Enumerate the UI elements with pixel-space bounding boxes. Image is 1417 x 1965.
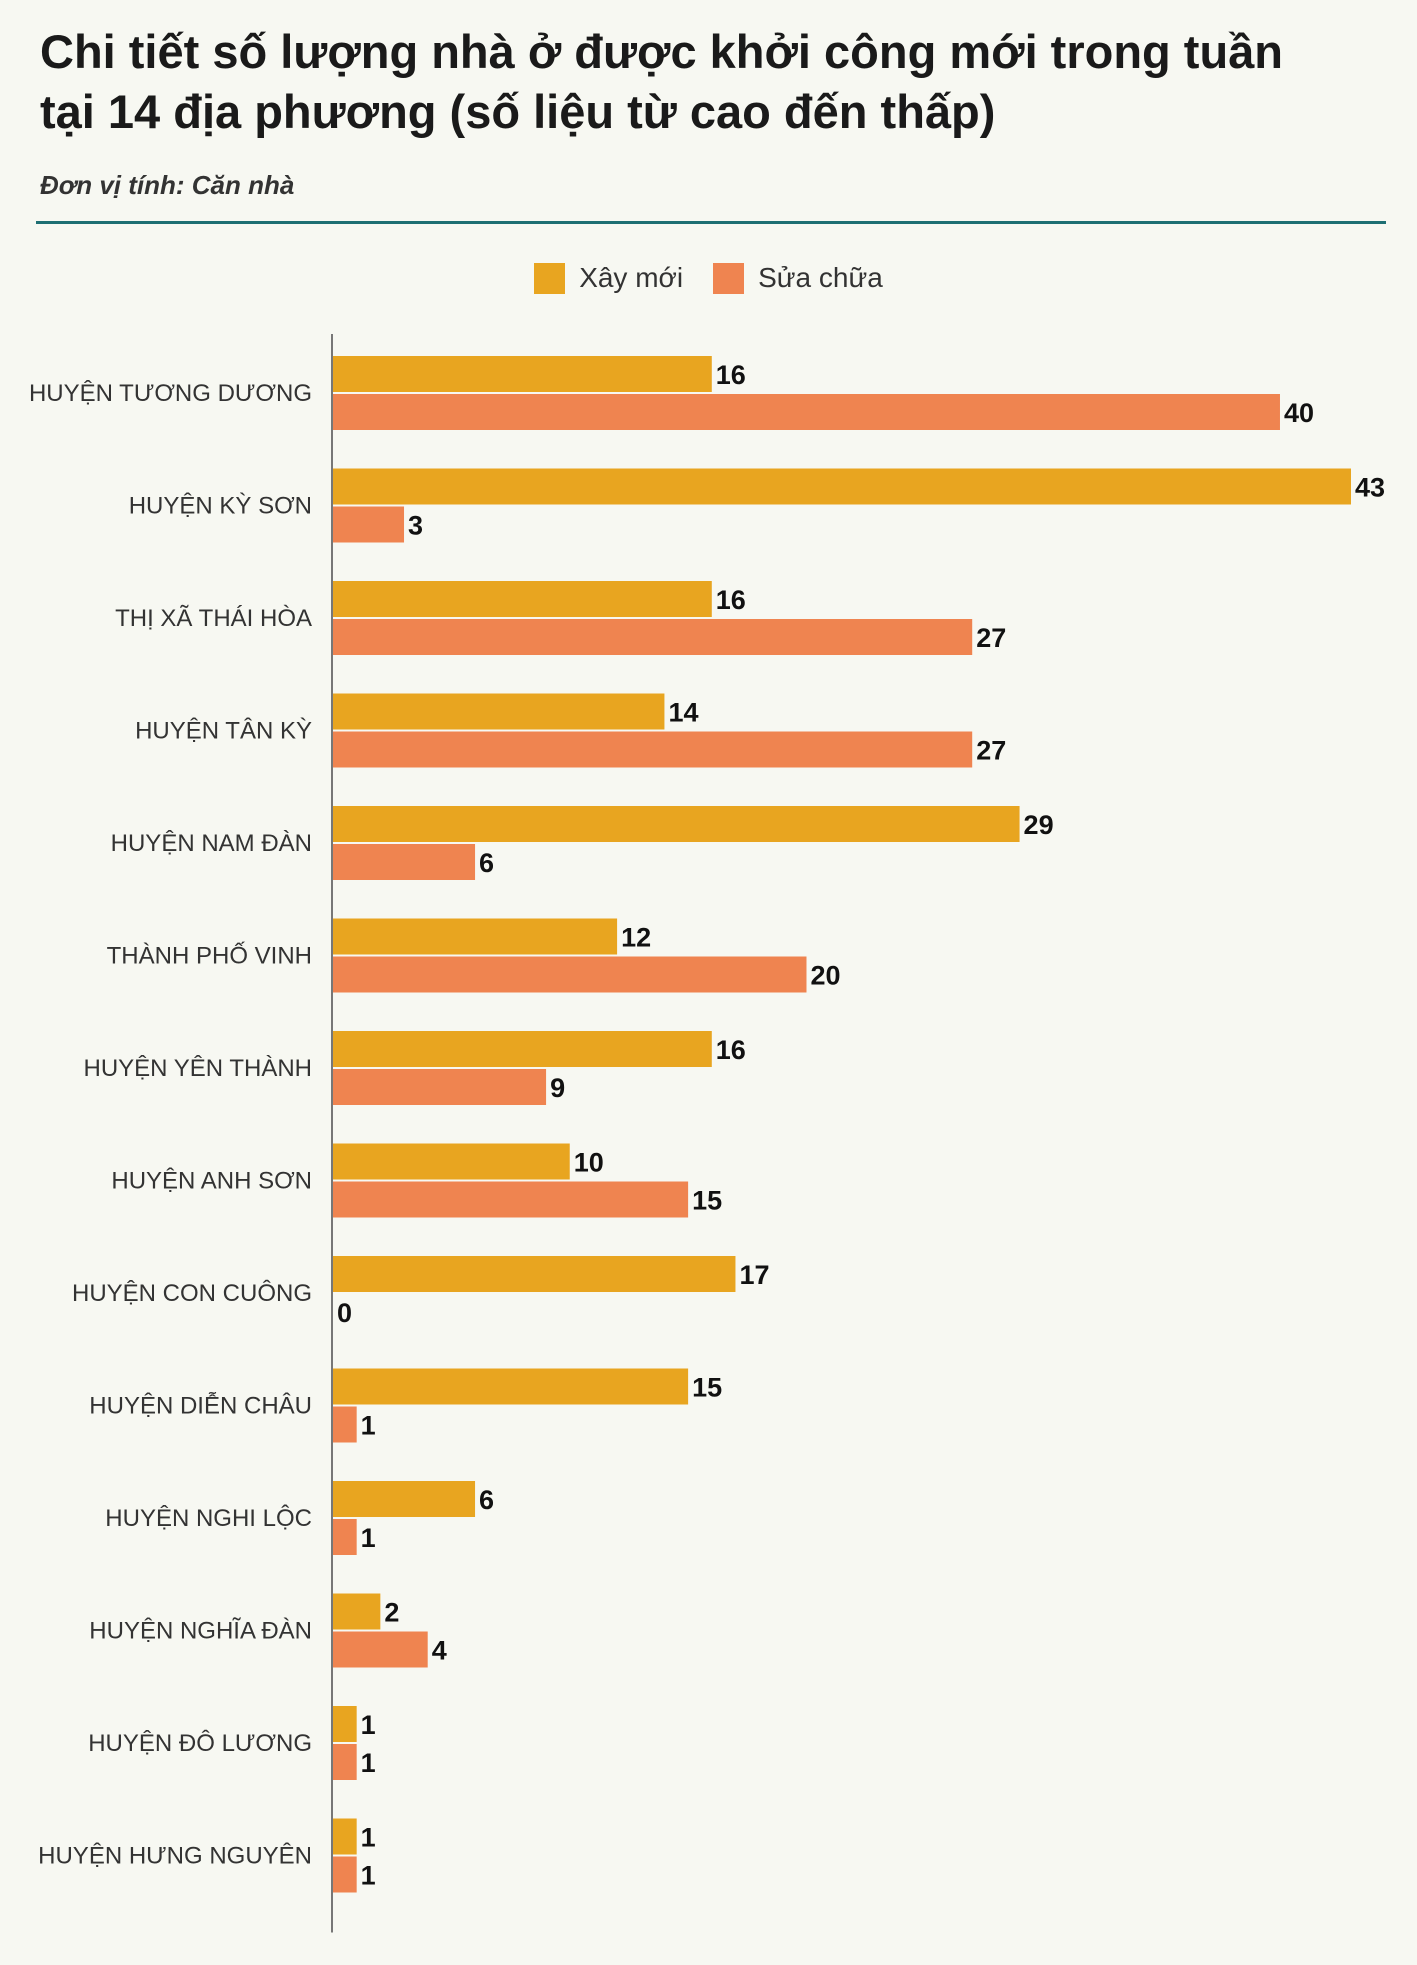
category-label: THÀNH PHỐ VINH <box>107 942 312 970</box>
bar-new <box>333 918 618 955</box>
data-label: 1 <box>361 1411 376 1441</box>
bar-new <box>333 1256 736 1292</box>
category-label: HUYỆN ANH SƠN <box>111 1168 312 1195</box>
bar-repair <box>333 1181 689 1218</box>
title-divider <box>36 221 1386 224</box>
category-label: HUYỆN NGHI LỘC <box>105 1504 312 1532</box>
legend-item-new: Xây mới <box>534 262 683 294</box>
category-label: HUYỆN DIỄN CHÂU <box>89 1391 312 1420</box>
bar-new <box>333 1481 476 1517</box>
data-label: 9 <box>550 1073 565 1103</box>
legend-item-repair: Sửa chữa <box>713 262 883 294</box>
data-label: 12 <box>621 923 651 953</box>
data-label: 1 <box>361 1710 376 1740</box>
data-label: 14 <box>668 698 698 728</box>
data-label: 20 <box>810 961 840 991</box>
bar-repair <box>333 394 1280 430</box>
legend-swatch-new <box>534 262 566 294</box>
bar-repair <box>333 844 476 880</box>
category-label: HUYỆN TÂN KỲ <box>135 718 312 745</box>
chart-title-line-2: tại 14 địa phương (số liệu từ cao đến th… <box>40 85 996 138</box>
data-label: 27 <box>976 736 1006 766</box>
data-label: 4 <box>432 1636 447 1666</box>
data-label: 15 <box>692 1186 722 1216</box>
data-label: 10 <box>574 1148 604 1178</box>
bar-new <box>333 468 1351 505</box>
bar-repair <box>333 1744 357 1780</box>
bar-new <box>333 693 665 730</box>
bar-new <box>333 581 712 617</box>
legend-swatch-repair <box>713 262 745 294</box>
data-label: 1 <box>361 1861 376 1891</box>
bar-new <box>333 1706 357 1742</box>
data-label: 1 <box>361 1748 376 1778</box>
bar-repair <box>333 619 973 655</box>
data-label: 16 <box>716 1035 746 1065</box>
data-label: 17 <box>739 1260 769 1290</box>
bar-repair <box>333 1519 357 1555</box>
data-label: 3 <box>408 511 423 541</box>
data-label: 6 <box>479 848 494 878</box>
category-label: THỊ XÃ THÁI HÒA <box>115 605 312 632</box>
data-label: 15 <box>692 1373 722 1403</box>
bar-new <box>333 806 1020 842</box>
bar-new <box>333 356 712 392</box>
legend-label-repair: Sửa chữa <box>758 262 883 293</box>
data-label: 1 <box>361 1823 376 1853</box>
bar-new <box>333 1143 570 1180</box>
data-label: 6 <box>479 1485 494 1515</box>
category-label: HUYỆN HƯNG NGUYÊN <box>38 1843 312 1870</box>
data-label: 40 <box>1284 398 1314 428</box>
bar-new <box>333 1368 689 1405</box>
legend-label-new: Xây mới <box>579 262 684 293</box>
data-label: 16 <box>716 585 746 615</box>
data-label: 27 <box>976 623 1006 653</box>
category-label: HUYỆN NAM ĐÀN <box>111 830 312 857</box>
data-label: 29 <box>1024 810 1054 840</box>
data-label: 16 <box>716 360 746 390</box>
bar-repair <box>333 1069 547 1105</box>
bar-new <box>333 1818 357 1855</box>
bar-repair <box>333 506 405 543</box>
category-label: HUYỆN NGHĨA ĐÀN <box>89 1618 312 1645</box>
bar-repair <box>333 731 973 768</box>
category-label: HUYỆN YÊN THÀNH <box>84 1055 313 1082</box>
unit-label: Đơn vị tính: Căn nhà <box>40 170 295 200</box>
chart-title-line-1: Chi tiết số lượng nhà ở được khởi công m… <box>40 25 1284 78</box>
category-label: HUYỆN KỲ SƠN <box>129 493 312 520</box>
category-label: HUYỆN ĐÔ LƯƠNG <box>88 1729 312 1757</box>
bar-new <box>333 1593 381 1630</box>
data-label: 43 <box>1355 473 1385 503</box>
bar-repair <box>333 1631 428 1668</box>
category-label: HUYỆN TƯƠNG DƯƠNG <box>29 380 312 407</box>
bar-repair <box>333 956 807 993</box>
bar-new <box>333 1031 712 1067</box>
data-label: 2 <box>384 1598 399 1628</box>
category-label: HUYỆN CON CUÔNG <box>72 1279 312 1307</box>
chart-legend: Xây mới Sửa chữa <box>0 262 1417 294</box>
data-label: 0 <box>337 1298 352 1328</box>
bar-repair <box>333 1406 357 1443</box>
chart-title: Chi tiết số lượng nhà ở được khởi công m… <box>40 22 1380 142</box>
data-label: 1 <box>361 1523 376 1553</box>
bar-repair <box>333 1856 357 1893</box>
